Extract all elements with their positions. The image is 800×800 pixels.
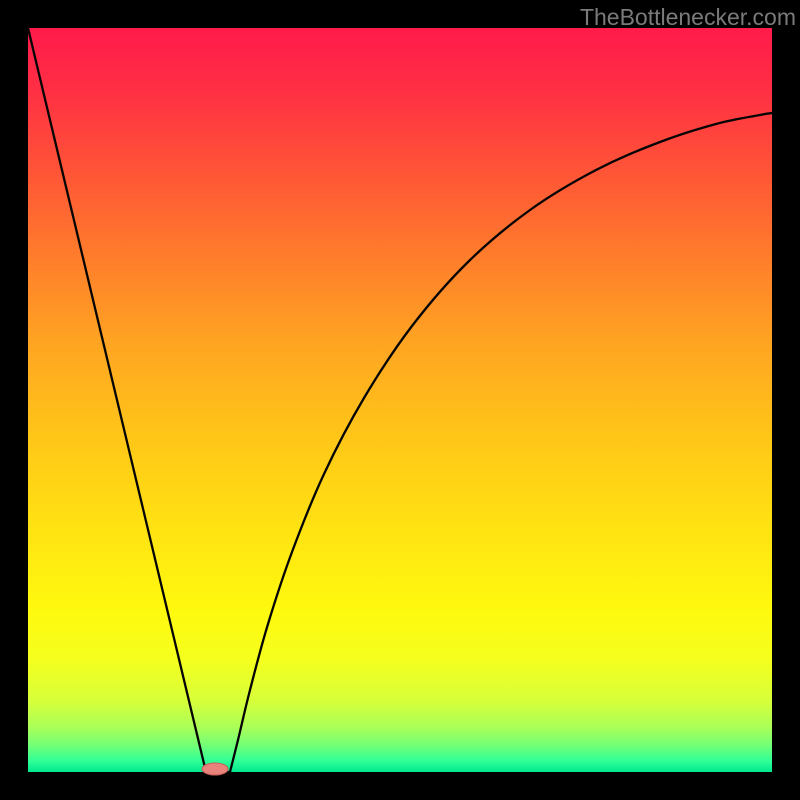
- valley-marker: [202, 763, 228, 775]
- bottleneck-chart: [0, 0, 800, 800]
- chart-container: TheBottlenecker.com: [0, 0, 800, 800]
- watermark-text: TheBottlenecker.com: [580, 4, 796, 31]
- plot-background: [28, 28, 772, 772]
